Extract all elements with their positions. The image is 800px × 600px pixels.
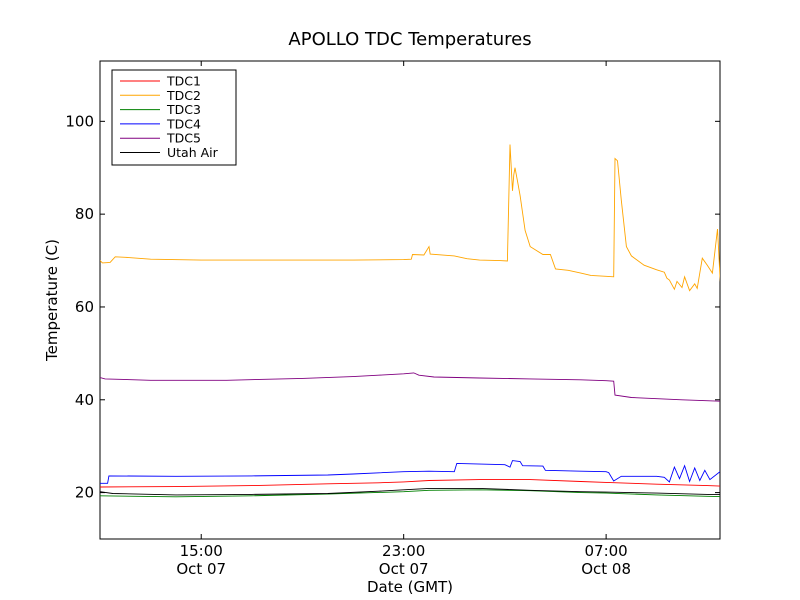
- legend-label-tdc1: TDC1: [166, 74, 201, 89]
- y-tick-label: 100: [65, 112, 94, 130]
- legend-label-tdc2: TDC2: [166, 88, 201, 103]
- y-tick-label: 40: [75, 391, 94, 409]
- y-tick-label: 80: [75, 205, 94, 223]
- series-line-tdc4: [100, 460, 720, 484]
- legend-box: [111, 69, 237, 166]
- series-line-tdc3: [100, 489, 720, 498]
- x-axis-label: Date (GMT): [367, 578, 453, 596]
- legend-label-utah-air: Utah Air: [167, 145, 219, 160]
- y-axis-label: Temperature (C): [43, 239, 61, 362]
- legend-label-tdc4: TDC4: [166, 116, 201, 131]
- series-line-utah-air: [100, 487, 720, 496]
- series-line-tdc2: [100, 144, 720, 292]
- x-tick-label-date: Oct 07: [176, 560, 226, 578]
- chart-title: APOLLO TDC Temperatures: [288, 29, 531, 50]
- x-tick-label-date: Oct 08: [581, 560, 631, 578]
- x-tick-label-date: Oct 07: [379, 560, 429, 578]
- legend-label-tdc5: TDC5: [166, 131, 201, 146]
- legend-label-tdc3: TDC3: [166, 102, 201, 117]
- y-tick-label: 60: [75, 298, 94, 316]
- series-line-tdc1: [100, 479, 720, 488]
- series-line-tdc5: [100, 372, 720, 402]
- series-layer: [100, 144, 720, 498]
- y-tick-label: 20: [75, 484, 94, 502]
- x-tick-label-time: 15:00: [180, 542, 223, 560]
- x-tick-label-time: 07:00: [585, 542, 628, 560]
- x-tick-label-time: 23:00: [382, 542, 425, 560]
